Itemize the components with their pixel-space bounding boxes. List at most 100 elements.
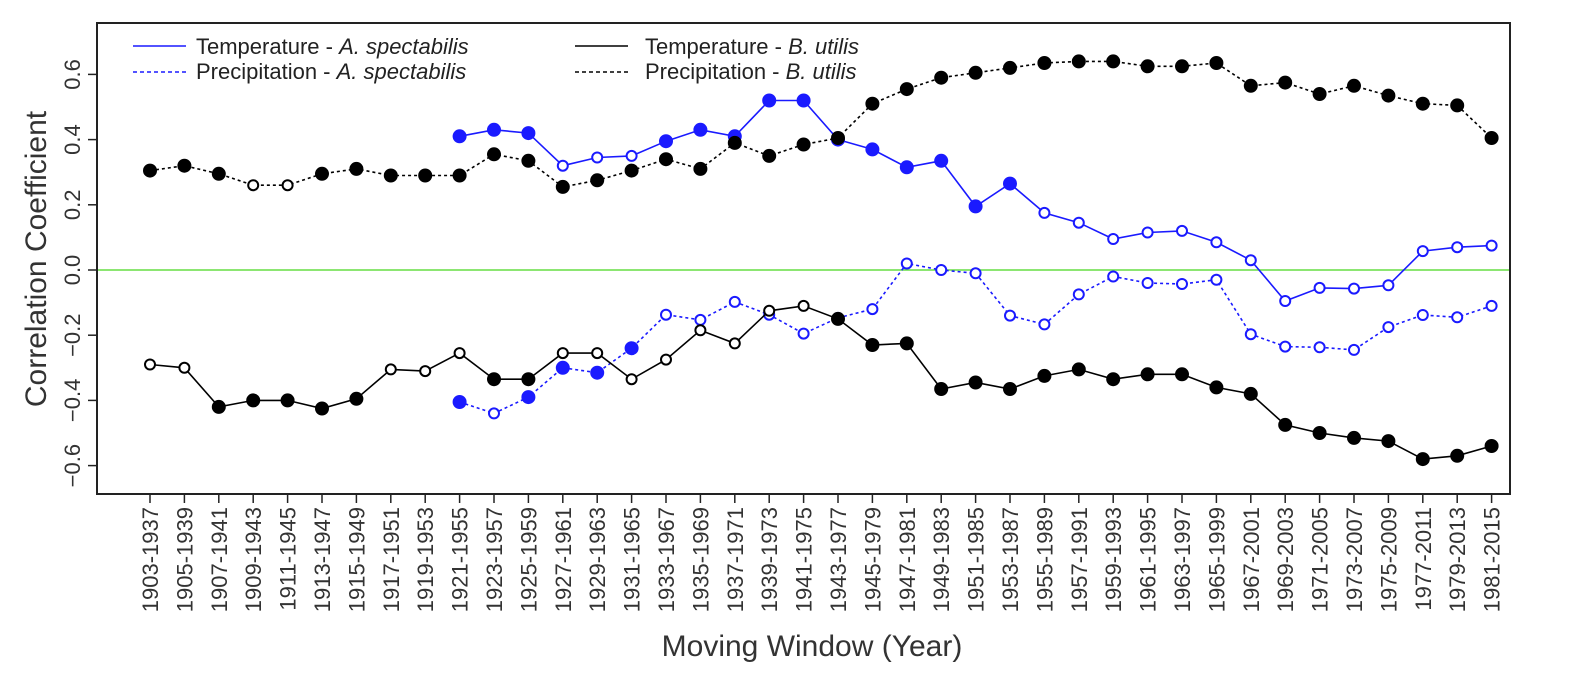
data-point xyxy=(694,313,707,326)
data-point xyxy=(453,347,466,360)
x-tick-label: 1963-1997 xyxy=(1170,507,1195,612)
x-tick-label: 1971-2005 xyxy=(1308,507,1333,612)
data-point xyxy=(177,158,192,173)
legend-label-precipitation-b-utilis: Precipitation - B. utilis xyxy=(645,59,857,84)
data-point xyxy=(246,393,261,408)
data-point xyxy=(1244,328,1257,341)
data-point xyxy=(1279,340,1292,353)
data-point xyxy=(143,163,157,178)
x-tick-label: 1949-1983 xyxy=(929,507,954,612)
data-point xyxy=(900,257,913,270)
data-point xyxy=(1038,206,1051,219)
data-point xyxy=(968,199,983,214)
data-point xyxy=(934,382,949,396)
data-point xyxy=(1244,254,1257,267)
data-point xyxy=(1003,60,1017,75)
x-tick-label: 1917-1951 xyxy=(379,507,404,612)
x-tick-label: 1943-1977 xyxy=(826,507,851,612)
legend: Temperature - A. spectabilis Precipitati… xyxy=(133,34,859,84)
data-point xyxy=(1485,299,1498,312)
data-point xyxy=(728,337,741,350)
data-point xyxy=(865,338,880,352)
data-point xyxy=(1278,75,1293,90)
data-point xyxy=(727,135,742,150)
x-tick-label: 1931-1965 xyxy=(620,507,645,612)
data-point xyxy=(487,372,501,387)
x-tick-label: 1923-1957 xyxy=(482,507,507,612)
data-point xyxy=(762,148,777,163)
data-point xyxy=(1141,226,1154,239)
x-tick-label: 1947-1981 xyxy=(895,507,920,612)
data-point xyxy=(1071,362,1086,377)
data-point xyxy=(796,137,811,152)
data-point xyxy=(1243,78,1258,93)
series-line xyxy=(149,60,1493,188)
x-tick-label: 1929-1963 xyxy=(585,507,610,612)
x-tick-label: 1935-1969 xyxy=(688,507,713,612)
data-point xyxy=(1038,318,1051,331)
x-tick-label: 1961-1995 xyxy=(1136,507,1161,612)
data-point xyxy=(831,311,845,326)
y-axis-title: Correlation Coefficient xyxy=(20,110,53,407)
x-tick-label: 1945-1979 xyxy=(860,507,885,612)
data-point xyxy=(1313,341,1326,354)
x-tick-label: 1919-1953 xyxy=(413,507,438,612)
x-axis: 1903-1937 1905-1939 1907-1941 1909-1943 1911… xyxy=(138,494,1505,612)
data-point xyxy=(1209,380,1224,395)
data-point xyxy=(487,147,501,162)
x-axis-title: Moving Window (Year) xyxy=(662,630,963,663)
data-point xyxy=(1313,281,1326,294)
data-point xyxy=(521,126,536,141)
data-point xyxy=(591,347,604,360)
x-tick-label: 1973-2007 xyxy=(1342,507,1367,612)
x-tick-label: 1959-1993 xyxy=(1101,507,1126,612)
y-tick-label: 0.4 xyxy=(60,124,85,155)
data-point xyxy=(1279,295,1292,307)
data-point xyxy=(866,303,879,316)
data-point xyxy=(1381,88,1396,103)
data-point xyxy=(1175,59,1189,74)
data-point xyxy=(591,151,604,164)
data-point xyxy=(796,93,811,108)
data-point xyxy=(349,161,364,176)
y-tick-label: −0.6 xyxy=(60,444,85,487)
x-tick-label: 1979-2013 xyxy=(1445,507,1470,612)
data-point xyxy=(1106,372,1121,387)
y-tick-label: 0.6 xyxy=(60,59,85,90)
data-point xyxy=(1347,430,1361,445)
data-point xyxy=(555,179,570,194)
data-point xyxy=(968,375,983,390)
data-point xyxy=(624,341,639,356)
series-line xyxy=(149,305,1492,460)
data-point xyxy=(521,390,536,405)
y-axis: −0.6 −0.4 −0.2 0.0 0.2 0.4 0.6 xyxy=(60,59,97,487)
data-point xyxy=(1450,448,1465,463)
data-point xyxy=(590,173,605,188)
data-point xyxy=(315,401,329,416)
data-point xyxy=(1381,434,1396,449)
data-point xyxy=(625,373,638,386)
data-point xyxy=(934,70,949,85)
x-tick-label: 1955-1989 xyxy=(1032,507,1057,612)
x-tick-label: 1921-1955 xyxy=(448,507,473,612)
data-point xyxy=(247,179,260,192)
data-point xyxy=(693,122,708,137)
data-point xyxy=(1415,452,1430,467)
data-point xyxy=(1140,367,1155,382)
data-point xyxy=(1243,386,1258,401)
x-tick-label: 1981-2015 xyxy=(1480,507,1505,612)
data-point xyxy=(521,372,536,387)
data-point xyxy=(1485,239,1498,252)
data-point xyxy=(935,264,948,276)
data-point xyxy=(555,360,570,375)
data-point xyxy=(487,122,501,137)
data-point xyxy=(1072,288,1085,301)
x-tick-label: 1907-1941 xyxy=(207,507,232,612)
data-point xyxy=(178,361,191,374)
data-point xyxy=(1209,56,1224,70)
data-point xyxy=(969,267,982,280)
data-point xyxy=(1140,59,1155,74)
x-tick-label: 1905-1939 xyxy=(172,507,197,612)
